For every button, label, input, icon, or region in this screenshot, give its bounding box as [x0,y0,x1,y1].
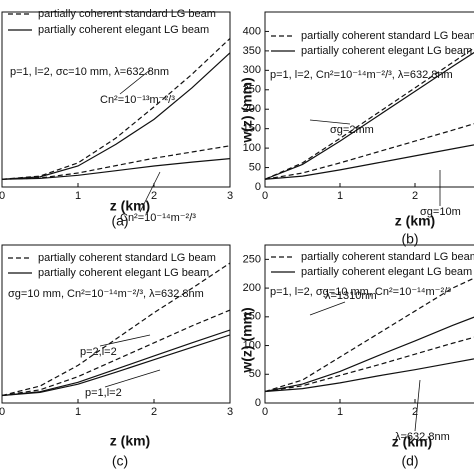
y-axis-label: w(z) (mm) [239,77,255,143]
annotation: λ=632.8nm [395,431,450,443]
plot-area [265,277,474,393]
annotation: σg=10m [420,206,461,218]
line [2,329,230,397]
y-tick-label: 250 [243,84,261,96]
legend-label: partially coherent elegant LG beam [301,45,472,57]
x-axis-label: z (km) [110,198,150,214]
annotation-arrow [414,379,421,432]
annotation-arrow [104,369,161,388]
x-tick-label: 1 [75,406,81,418]
y-tick-label: 100 [243,339,261,351]
x-tick-label: 0 [0,190,5,202]
x-tick-label: 1 [337,190,343,202]
y-tick-label: 150 [243,311,261,323]
panel-label: (c) [112,453,128,469]
legend-label: partially coherent elegant LG beam [301,266,472,278]
line [2,334,230,397]
plot-frame [1,244,231,404]
line [2,309,230,397]
line [2,38,230,180]
line [2,262,230,397]
params: p=1, l=2, σc=10 mm, λ=632.8nm [10,66,169,78]
legend-label: partially coherent standard LG beam [38,252,216,264]
y-tick-label: 200 [243,103,261,115]
annotation: λ=1310nm [325,290,377,302]
y-tick-label: 100 [243,142,261,154]
x-tick-label: 0 [0,406,5,418]
x-tick-label: 2 [151,190,157,202]
panel-label: (b) [401,231,418,247]
x-axis-label: z (km) [110,433,150,449]
x-tick-label: 3 [227,190,233,202]
annotation: Cn²=10⁻¹³m⁻²/³ [100,94,175,106]
annotation: p=1,l=2 [85,387,122,399]
line [265,47,474,180]
y-tick-label: 50 [249,368,261,380]
plot-area [2,38,230,180]
line [2,52,230,180]
line [265,336,474,393]
x-axis-label: z (km) [395,213,435,229]
plot-frame [1,11,231,188]
plot-frame [264,11,474,188]
x-tick-label: 2 [151,406,157,418]
x-tick-label: 1 [75,190,81,202]
line [265,51,474,180]
legend-label: partially coherent standard LG beam [301,30,474,42]
annotation: Cn²=10⁻¹⁴m⁻²/³ [120,212,196,224]
line [265,358,474,393]
line [2,145,230,180]
x-tick-label: 2 [412,406,418,418]
panel-label: (d) [401,453,418,469]
annotation: σg=2mm [330,124,374,136]
x-tick-label: 1 [337,406,343,418]
annotation-arrow [139,171,161,213]
y-tick-label: 250 [243,253,261,265]
line [2,158,230,180]
x-tick-label: 2 [412,190,418,202]
line [265,123,474,180]
x-tick-label: 0 [262,406,268,418]
y-tick-label: 400 [243,25,261,37]
y-tick-label: 0 [255,181,261,193]
params: σg=10 mm, Cn²=10⁻¹⁴m⁻²/³, λ=632.8nm [8,288,204,300]
legend-label: partially coherent standard LG beam [301,251,474,263]
plot-frame [264,244,474,404]
legend-label: partially coherent elegant LG beam [38,267,209,279]
legend-label: partially coherent standard LG beam [38,8,216,20]
plot-area [2,262,230,397]
params: p=1, l=2, σg=10 mm, Cn²=10⁻¹⁴m⁻²/³ [270,286,451,298]
line [265,316,474,393]
panel-label: (a) [111,213,128,229]
x-tick-label: 3 [227,406,233,418]
annotation: p=2,l=2 [80,346,117,358]
plot-area [265,47,474,180]
annotation-arrow [309,301,346,316]
y-tick-label: 0 [255,397,261,409]
legend-label: partially coherent elegant LG beam [38,24,209,36]
annotation-arrow [309,119,351,125]
x-tick-label: 0 [262,190,268,202]
params: p=1, l=2, Cn²=10⁻¹⁴m⁻²/³, λ=632.8nm [270,69,453,81]
y-tick-label: 150 [243,123,261,135]
line [265,144,474,180]
y-axis-label: w(z) (mm) [239,307,255,373]
annotation-arrow [119,69,151,95]
x-axis-label: z (km) [392,434,432,450]
y-tick-label: 50 [249,161,261,173]
y-tick-label: 200 [243,282,261,294]
y-tick-label: 300 [243,64,261,76]
annotation-arrow [99,334,151,347]
y-tick-label: 350 [243,45,261,57]
